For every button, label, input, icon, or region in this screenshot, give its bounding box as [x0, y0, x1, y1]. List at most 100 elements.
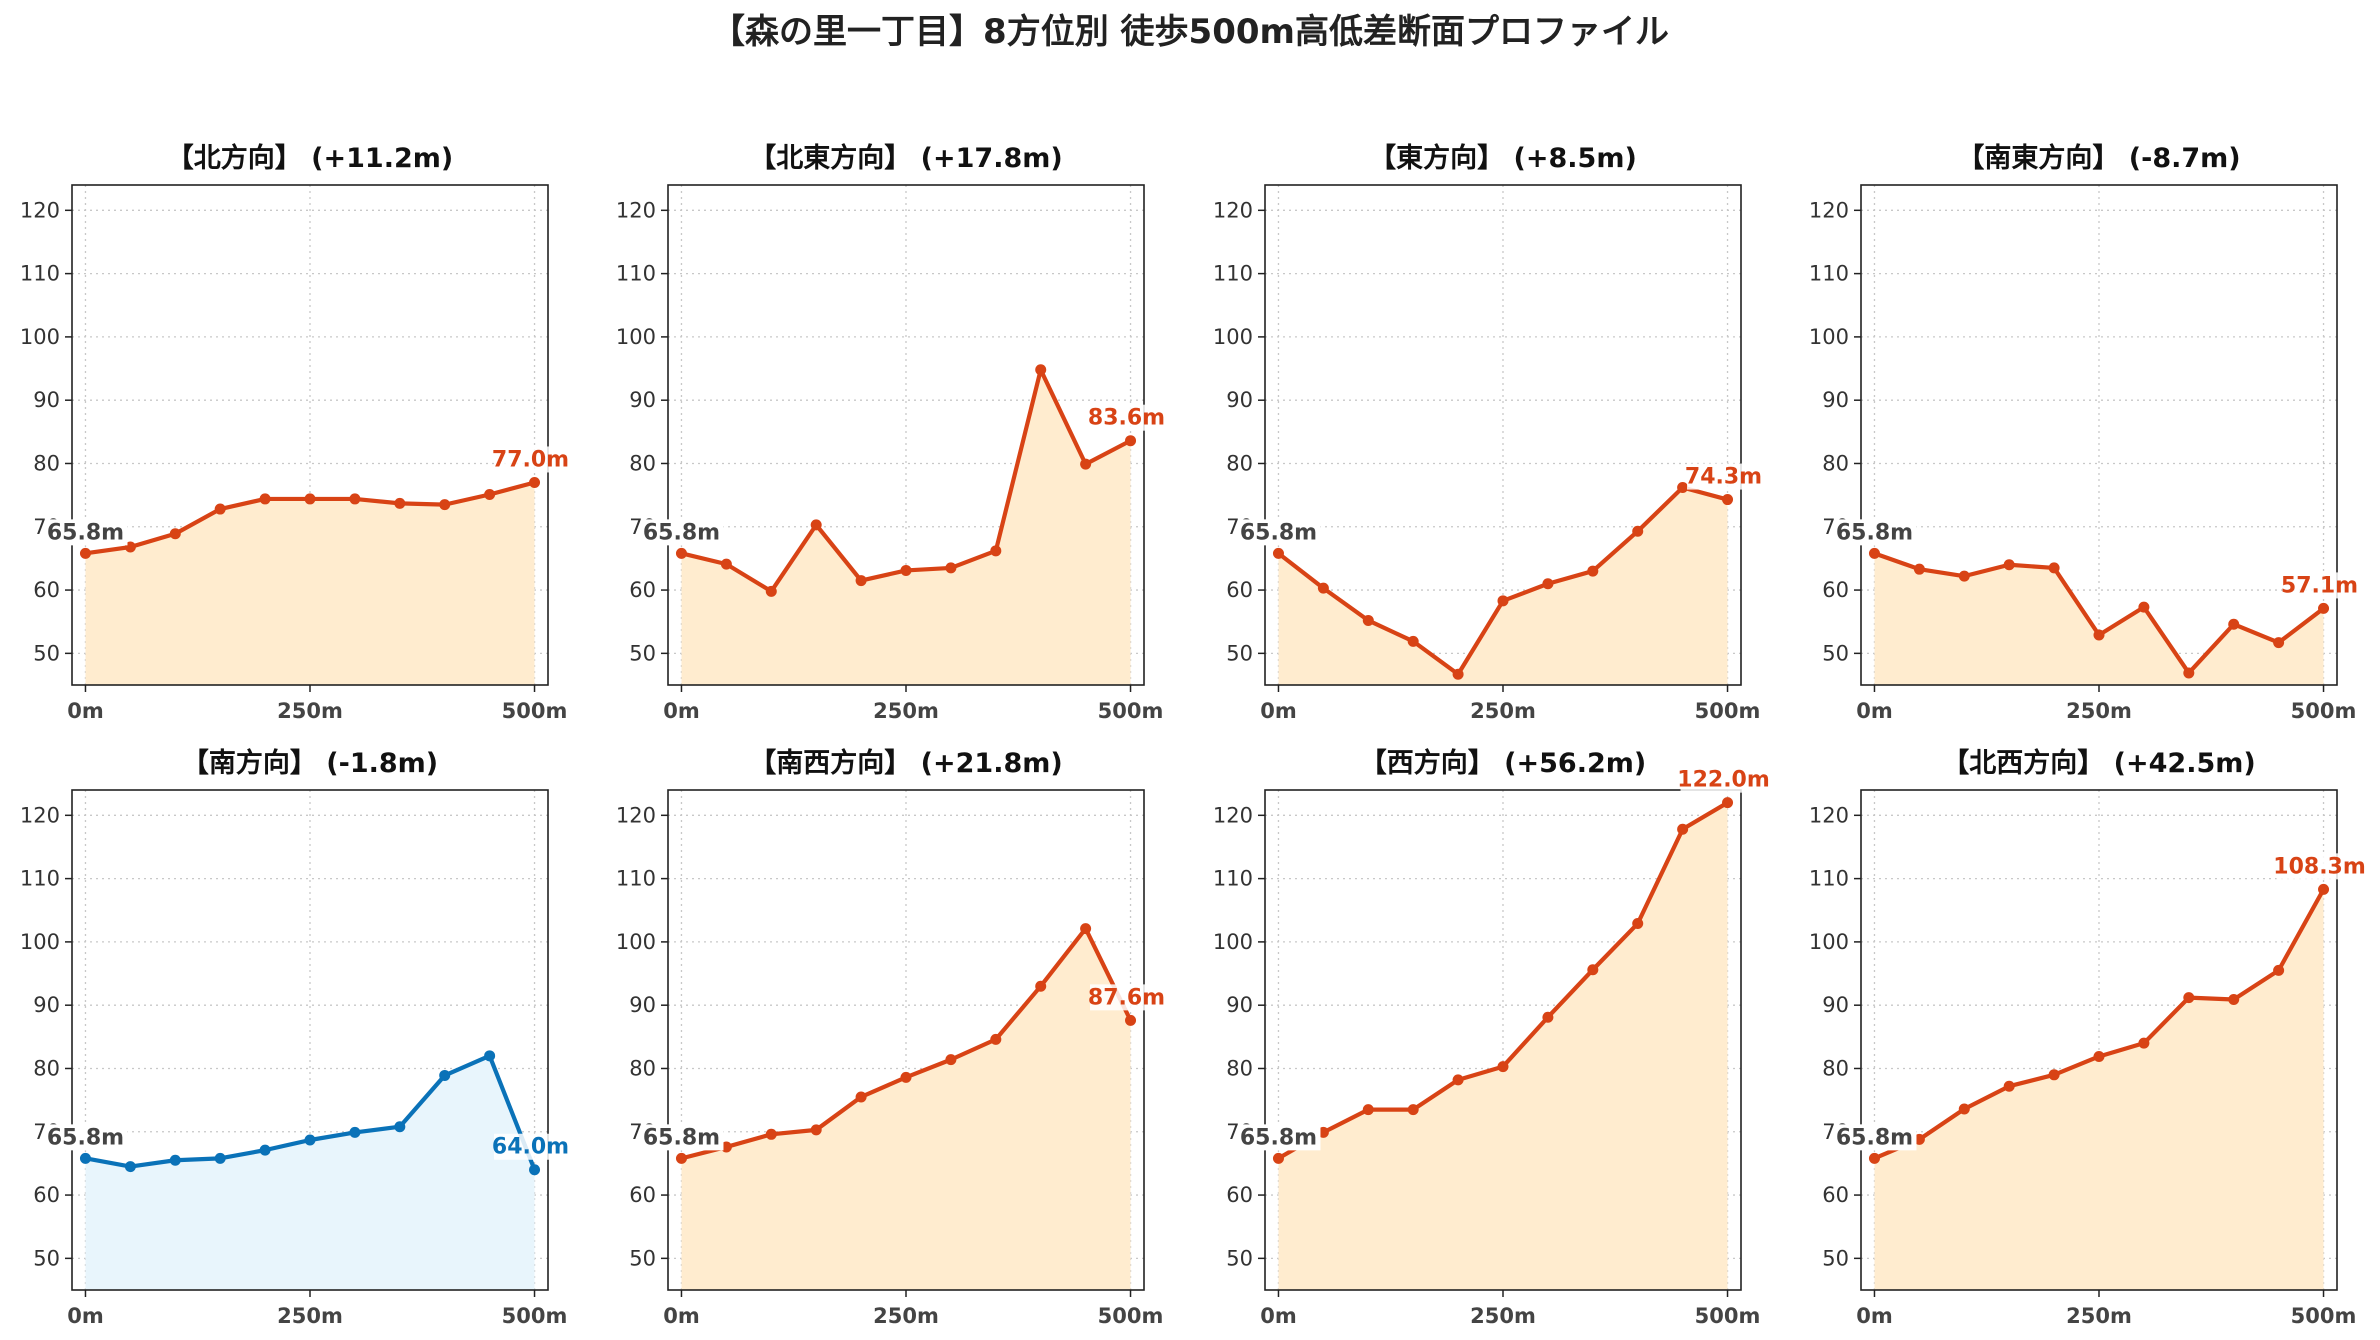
y-tick-label: 50 — [1822, 1246, 1849, 1270]
data-point — [1452, 668, 1464, 680]
data-point — [1868, 1152, 1880, 1164]
end-label-box — [2283, 572, 2357, 599]
data-point — [1497, 1061, 1509, 1073]
data-point — [439, 1069, 451, 1081]
panel-title: 【北西方向】 (+42.5m) — [1942, 747, 2255, 779]
elevation-area — [85, 1055, 535, 1290]
y-tick-label: 100 — [616, 325, 656, 349]
data-point — [214, 503, 226, 515]
data-point — [2093, 1050, 2105, 1062]
data-point — [1272, 1152, 1284, 1164]
data-point — [259, 1144, 271, 1156]
y-tick-label: 120 — [1213, 198, 1253, 222]
end-elevation-label: 74.3m — [1685, 465, 1762, 490]
y-tick-label: 50 — [629, 641, 656, 665]
data-point — [945, 562, 957, 574]
y-tick-label: 100 — [1213, 325, 1253, 349]
data-point — [1317, 582, 1329, 594]
panel-title: 【南方向】 (-1.8m) — [182, 747, 438, 779]
data-point — [1542, 1011, 1554, 1023]
elevation-area — [1278, 802, 1728, 1290]
y-tick-label: 60 — [33, 1183, 60, 1207]
panel-title: 【北東方向】 (+17.8m) — [749, 142, 1062, 174]
end-elevation-label: 87.6m — [1088, 985, 1165, 1010]
data-point — [259, 493, 271, 505]
panel-title: 【南東方向】 (-8.7m) — [1957, 142, 2240, 174]
y-tick-label: 100 — [1809, 930, 1849, 954]
data-point — [855, 575, 867, 587]
data-point — [304, 1134, 316, 1146]
y-tick-label: 80 — [1822, 1056, 1849, 1080]
data-point — [1958, 1103, 1970, 1115]
start-elevation-label: 65.8m — [643, 520, 720, 545]
data-point — [304, 493, 316, 505]
start-label-box — [47, 1124, 128, 1151]
y-tick-label: 50 — [1822, 641, 1849, 665]
x-tick-label: 250m — [277, 699, 343, 723]
start-elevation-label: 65.8m — [47, 1125, 124, 1150]
y-tick-label: 60 — [33, 578, 60, 602]
elevation-area — [1874, 553, 2324, 685]
x-tick-label: 500m — [2291, 699, 2357, 723]
start-elevation-label: 65.8m — [1240, 520, 1317, 545]
data-point — [1272, 547, 1284, 559]
start-label-box — [1836, 519, 1917, 546]
data-point — [810, 519, 822, 531]
x-tick-label: 500m — [1695, 699, 1761, 723]
data-point — [529, 476, 541, 488]
data-point — [2318, 602, 2330, 614]
x-tick-label: 0m — [1260, 699, 1297, 723]
y-tick-label: 50 — [33, 1246, 60, 1270]
y-tick-label: 80 — [629, 451, 656, 475]
x-tick-label: 0m — [1260, 1304, 1297, 1328]
y-tick-label: 90 — [1226, 993, 1253, 1017]
x-tick-label: 250m — [873, 699, 939, 723]
data-point — [810, 1124, 822, 1136]
figure-title: 【森の里一丁目】8方位別 徒歩500m高低差断面プロファイル — [711, 12, 1669, 52]
data-point — [2183, 992, 2195, 1004]
y-tick-label: 80 — [1226, 451, 1253, 475]
y-tick-label: 50 — [629, 1246, 656, 1270]
start-label-box — [47, 519, 128, 546]
y-tick-label: 100 — [1809, 325, 1849, 349]
end-elevation-label: 108.3m — [2273, 854, 2366, 879]
data-point — [2228, 618, 2240, 630]
y-tick-label: 90 — [629, 388, 656, 412]
data-point — [484, 488, 496, 500]
y-tick-label: 100 — [1213, 930, 1253, 954]
y-tick-label: 110 — [1213, 867, 1253, 891]
x-tick-label: 500m — [502, 699, 568, 723]
y-tick-label: 60 — [629, 578, 656, 602]
y-tick-label: 90 — [629, 993, 656, 1017]
x-tick-label: 500m — [2291, 1304, 2357, 1328]
data-point — [945, 1054, 957, 1066]
panel-title: 【西方向】 (+56.2m) — [1360, 747, 1646, 779]
data-point — [720, 558, 732, 570]
data-point — [124, 1161, 136, 1173]
data-point — [900, 1071, 912, 1083]
x-tick-label: 500m — [502, 1304, 568, 1328]
y-tick-label: 50 — [1226, 641, 1253, 665]
x-tick-label: 500m — [1098, 699, 1164, 723]
x-tick-label: 0m — [1856, 699, 1893, 723]
y-tick-label: 120 — [616, 198, 656, 222]
y-tick-label: 60 — [629, 1183, 656, 1207]
x-tick-label: 0m — [663, 1304, 700, 1328]
data-point — [1080, 923, 1092, 935]
data-point — [1587, 565, 1599, 577]
y-tick-label: 80 — [629, 1056, 656, 1080]
start-elevation-label: 65.8m — [643, 1125, 720, 1150]
y-tick-label: 120 — [616, 803, 656, 827]
data-point — [2048, 1069, 2060, 1081]
y-tick-label: 90 — [33, 993, 60, 1017]
data-point — [1452, 1074, 1464, 1086]
x-tick-label: 0m — [663, 699, 700, 723]
data-point — [394, 497, 406, 509]
end-label-box — [1687, 463, 1761, 490]
data-point — [214, 1152, 226, 1164]
